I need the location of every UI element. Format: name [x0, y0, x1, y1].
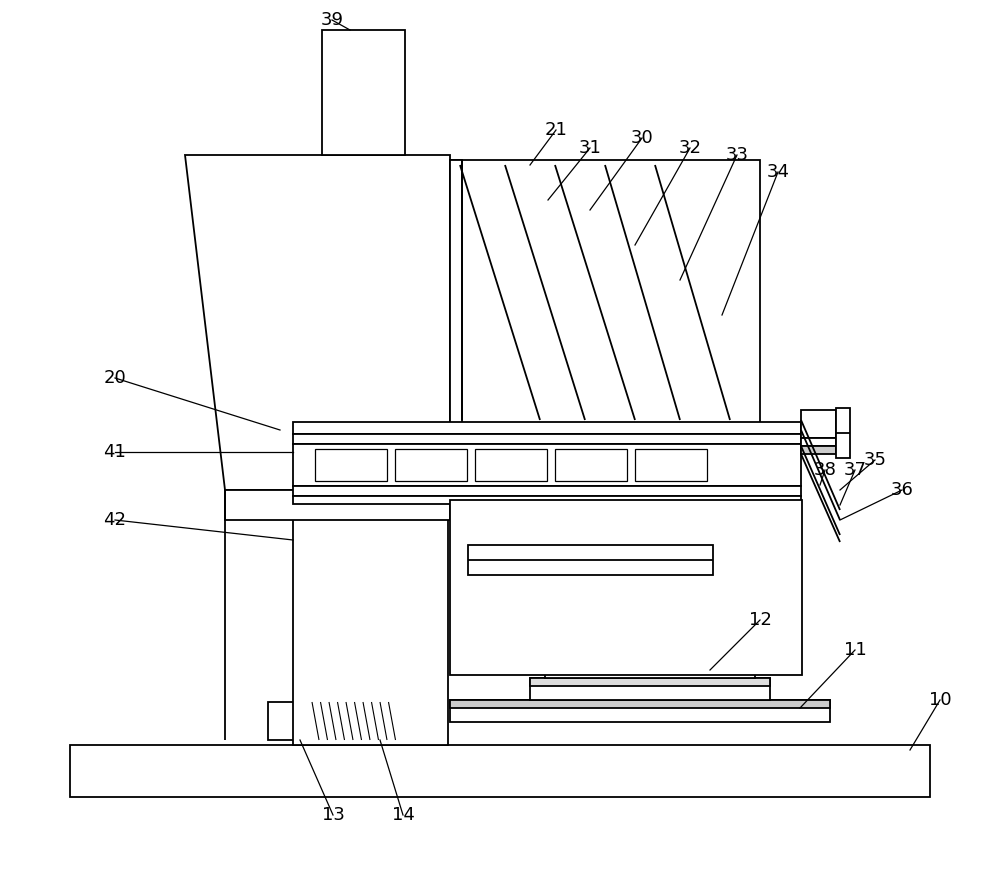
- Bar: [801, 410, 836, 438]
- Bar: [293, 486, 801, 496]
- Bar: [450, 160, 760, 425]
- Text: 30: 30: [631, 129, 653, 147]
- Bar: [315, 449, 387, 481]
- Bar: [293, 422, 801, 434]
- Bar: [395, 449, 467, 481]
- Text: 35: 35: [864, 451, 887, 469]
- Text: 37: 37: [844, 461, 866, 479]
- Bar: [530, 678, 770, 700]
- Bar: [293, 496, 801, 504]
- Bar: [70, 745, 930, 797]
- Text: 11: 11: [844, 641, 866, 659]
- Text: 38: 38: [814, 461, 836, 479]
- Text: 33: 33: [726, 146, 748, 164]
- Bar: [555, 449, 627, 481]
- Text: 41: 41: [104, 443, 126, 461]
- Bar: [836, 408, 850, 458]
- Bar: [450, 500, 802, 675]
- Text: 36: 36: [891, 481, 913, 499]
- Bar: [545, 660, 755, 678]
- Text: 32: 32: [678, 139, 702, 157]
- Bar: [450, 700, 830, 722]
- Bar: [293, 434, 801, 444]
- Bar: [293, 490, 448, 745]
- Text: 20: 20: [104, 369, 126, 387]
- Text: 31: 31: [579, 139, 601, 157]
- Text: 21: 21: [545, 121, 567, 139]
- Bar: [468, 545, 713, 575]
- Text: 12: 12: [749, 611, 771, 629]
- Polygon shape: [185, 155, 450, 490]
- Bar: [801, 438, 836, 446]
- Text: 42: 42: [104, 511, 126, 529]
- Bar: [475, 449, 547, 481]
- Bar: [530, 678, 770, 686]
- Text: 34: 34: [767, 163, 790, 181]
- Text: 39: 39: [320, 11, 344, 29]
- Bar: [322, 30, 405, 155]
- Bar: [635, 449, 707, 481]
- Bar: [268, 702, 310, 740]
- Bar: [293, 444, 801, 486]
- Text: 14: 14: [392, 806, 414, 824]
- Bar: [450, 160, 462, 425]
- Bar: [801, 446, 836, 454]
- Text: 10: 10: [929, 691, 951, 709]
- Bar: [310, 702, 398, 740]
- Bar: [450, 700, 830, 708]
- Text: 13: 13: [322, 806, 344, 824]
- Bar: [225, 490, 450, 520]
